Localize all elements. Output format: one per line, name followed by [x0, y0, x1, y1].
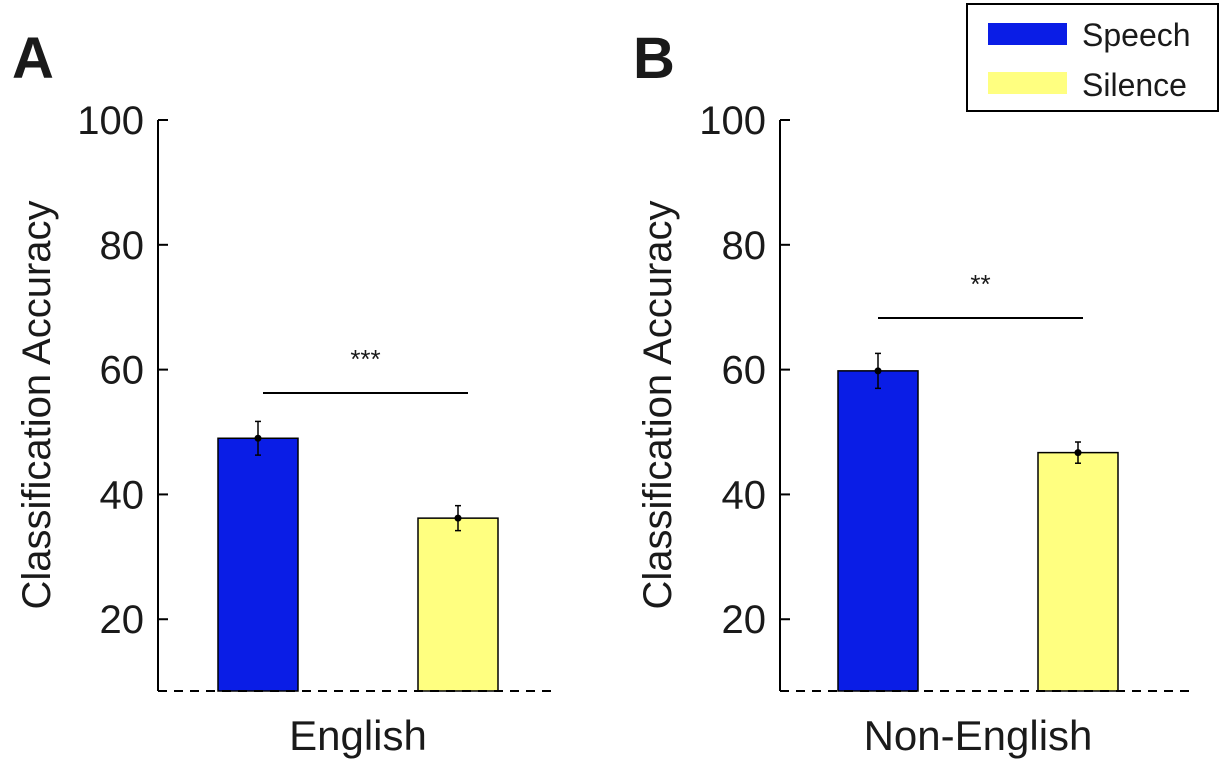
significance-stars: ** [970, 269, 990, 299]
category-label: Non-English [864, 712, 1093, 759]
y-tick-label: 100 [699, 99, 766, 143]
legend-label-silence: Silence [1082, 67, 1187, 103]
y-tick-label: 100 [77, 99, 144, 143]
plot-area: 20 40 60 80 100 ** Non-English [699, 99, 1190, 759]
y-tick-label: 80 [100, 224, 145, 268]
category-label: English [289, 712, 427, 759]
bar-speech [217, 437, 299, 692]
bar-silence [1037, 451, 1119, 692]
y-tick-label: 60 [100, 349, 145, 393]
mean-point [874, 367, 882, 375]
mean-point [254, 434, 262, 442]
mean-point [1074, 449, 1082, 457]
plot-area: 20 40 60 80 100 *** English [77, 99, 558, 759]
y-axis-label: Classification Accuracy [636, 200, 680, 609]
y-axis-label: Classification Accuracy [15, 200, 59, 609]
significance-stars: *** [350, 344, 380, 374]
legend-swatch-silence [988, 72, 1067, 94]
y-tick-label: 20 [722, 598, 767, 642]
mean-point [454, 514, 462, 522]
bar-speech [837, 370, 919, 692]
y-tick-label: 40 [100, 473, 145, 517]
legend-swatch-speech [988, 23, 1067, 45]
panel-b: B Classification Accuracy 20 40 60 80 100 ** N… [633, 26, 1190, 759]
legend: Speech Silence [966, 3, 1219, 112]
panel-letter: B [633, 26, 675, 91]
bar-silence [417, 517, 499, 692]
y-tick-label: 60 [722, 349, 767, 393]
y-tick-label: 40 [722, 473, 767, 517]
panel-a: A Classification Accuracy 20 40 60 80 100 ***… [12, 26, 558, 759]
panel-letter: A [12, 26, 54, 91]
y-tick-label: 20 [100, 598, 145, 642]
legend-label-speech: Speech [1082, 17, 1191, 53]
y-tick-label: 80 [722, 224, 767, 268]
